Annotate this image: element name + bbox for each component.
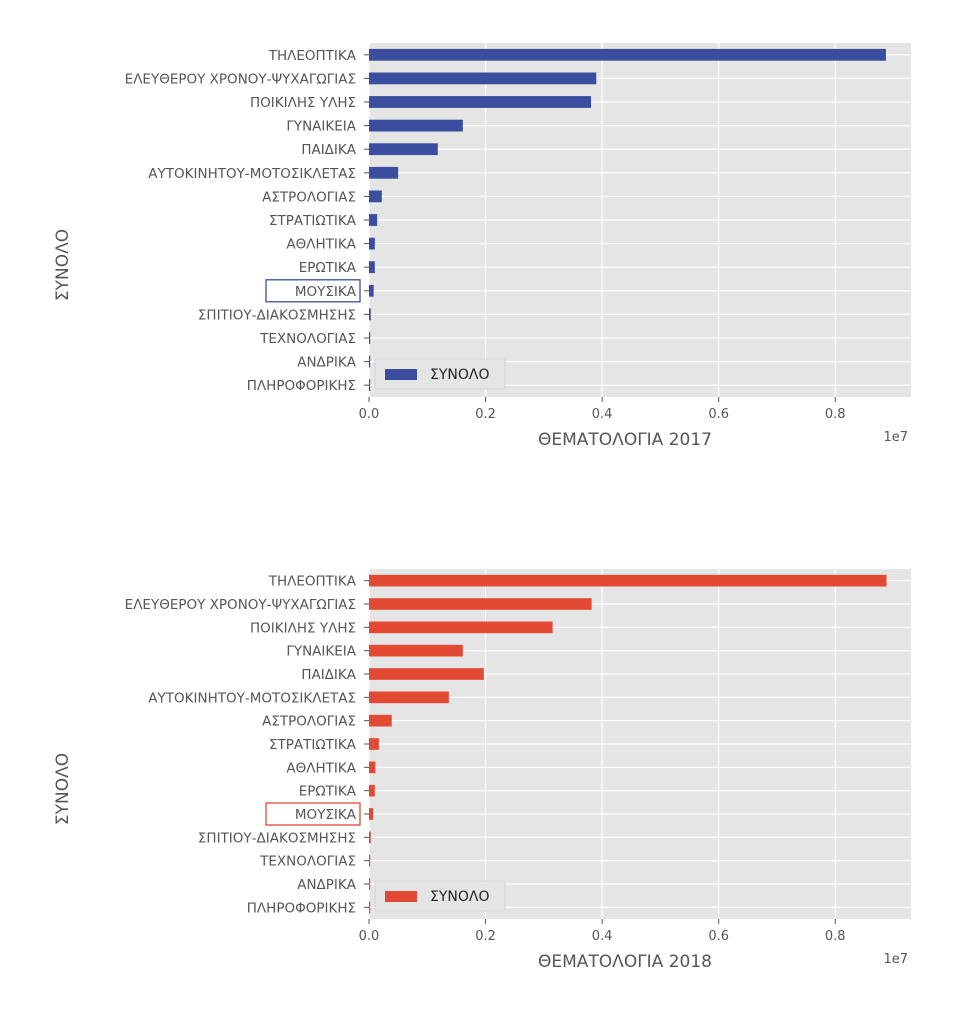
x-tick-label: 0.8 [825,407,846,422]
category-label: ΓΥΝΑΙΚΕΙΑ [286,644,356,660]
bar [369,166,399,179]
x-tick-label: 0.6 [708,407,729,422]
category-label: ΠΑΙΔΙΚΑ [301,142,356,158]
x-offset-label: 1e7 [883,952,908,967]
bar [369,72,597,85]
bar [369,379,371,392]
bar [369,332,371,344]
bar [369,308,371,321]
category-label: ΑΘΛΗΤΙΚΑ [286,760,356,776]
x-tick-label: 0.2 [475,929,496,944]
category-label: ΤΗΛΕΟΠΤΙΚΑ [268,574,357,590]
category-label: ΑΘΛΗΤΙΚΑ [286,237,356,253]
bar [369,48,886,61]
bar [369,284,374,297]
bar [369,854,371,867]
bar [369,355,371,368]
bar [369,119,463,132]
category-label: ΕΛΕΥΘΕΡΟΥ ΧΡΟΝΟΥ-ΨΥΧΑΓΩΓΙΑΣ [125,597,356,613]
bar [369,901,371,914]
bar [369,190,382,203]
category-label: ΑΥΤΟΚΙΝΗΤΟΥ-ΜΟΤΟΣΙΚΛΕΤΑΣ [148,690,356,706]
x-axis-label: ΘΕΜΑΤΟΛΟΓΙΑ 2017 [538,430,712,450]
x-tick-label: 0.6 [708,929,729,944]
category-label: ΜΟΥΣΙΚΑ [295,807,357,823]
category-label: ΑΣΤΡΟΛΟΓΙΑΣ [262,714,356,730]
bar [369,621,553,634]
bar [369,96,592,108]
category-label: ΓΥΝΑΙΚΕΙΑ [286,119,356,135]
x-tick-label: 0.4 [592,929,613,944]
bar [369,574,887,587]
x-tick-label: 0.4 [592,407,613,422]
bar [369,237,375,250]
category-label: ΕΡΩΤΙΚΑ [299,260,357,276]
category-label: ΠΛΗΡΟΦΟΡΙΚΗΣ [247,900,356,916]
bar [369,644,463,657]
bar [369,738,379,750]
category-label: ΜΟΥΣΙΚΑ [295,284,357,300]
x-tick-label: 0.0 [359,929,380,944]
category-label: ΠΛΗΡΟΦΟΡΙΚΗΣ [247,378,356,394]
x-tick-label: 0.0 [359,407,380,422]
category-label: ΠΟΙΚΙΛΗΣ ΥΛΗΣ [250,95,356,111]
category-label: ΤΗΛΕΟΠΤΙΚΑ [268,48,357,64]
chart-2: ΤΗΛΕΟΠΤΙΚΑ ΕΛΕΥΘΕΡΟΥ ΧΡΟΝΟΥ-ΨΥΧΑΓΩΓΙΑΣ ΠΟΙ… [53,569,911,972]
y-axis-label: ΣΥΝΟΛΟ [53,753,73,825]
x-axis-label: ΘΕΜΑΤΟΛΟΓΙΑ 2018 [538,952,712,972]
category-label: ΣΠΙΤΙΟΥ-ΔΙΑΚΟΣΜΗΣΗΣ [198,830,356,846]
category-label: ΕΛΕΥΘΕΡΟΥ ΧΡΟΝΟΥ-ΨΥΧΑΓΩΓΙΑΣ [125,71,356,87]
x-tick-label: 0.2 [475,407,496,422]
bar [369,878,371,890]
category-label: ΣΤΡΑΤΙΩΤΙΚΑ [269,213,357,229]
legend-label: ΣΥΝΟΛΟ [430,889,490,905]
category-label: ΑΝΔΡΙΚΑ [297,877,357,893]
x-tick-label: 0.8 [825,929,846,944]
category-label: ΕΡΩΤΙΚΑ [299,784,357,800]
category-label: ΣΤΡΑΤΙΩΤΙΚΑ [269,737,357,753]
category-label: ΑΝΔΡΙΚΑ [297,355,357,371]
category-label: ΤΕΧΝΟΛΟΓΙΑΣ [259,854,356,870]
legend-box [374,358,506,390]
category-label: ΤΕΧΝΟΛΟΓΙΑΣ [259,331,356,347]
legend-label: ΣΥΝΟΛΟ [430,367,490,383]
x-offset-label: 1e7 [883,430,908,445]
chart-1: ΤΗΛΕΟΠΤΙΚΑ ΕΛΕΥΘΕΡΟΥ ΧΡΟΝΟΥ-ΨΥΧΑΓΩΓΙΑΣ ΠΟΙ… [53,43,911,450]
bar [369,143,438,156]
bar [369,598,592,610]
bar [369,691,449,704]
bar [369,714,392,727]
bar [369,784,375,797]
y-axis-label: ΣΥΝΟΛΟ [53,229,73,301]
bar [369,214,378,226]
category-label: ΠΑΙΔΙΚΑ [301,667,356,683]
bar [369,761,376,774]
legend-box [374,880,506,912]
category-label: ΑΥΤΟΚΙΝΗΤΟΥ-ΜΟΤΟΣΙΚΛΕΤΑΣ [148,166,356,182]
highlight-box [265,279,361,303]
legend-swatch [385,369,417,380]
bar [369,831,371,844]
bar [369,808,374,820]
bar [369,668,484,680]
bar [369,261,375,274]
category-label: ΑΣΤΡΟΛΟΓΙΑΣ [262,189,356,205]
category-label: ΣΠΙΤΙΟΥ-ΔΙΑΚΟΣΜΗΣΗΣ [198,307,356,323]
highlight-box [265,802,361,826]
legend-swatch [385,891,417,902]
category-label: ΠΟΙΚΙΛΗΣ ΥΛΗΣ [250,620,356,636]
